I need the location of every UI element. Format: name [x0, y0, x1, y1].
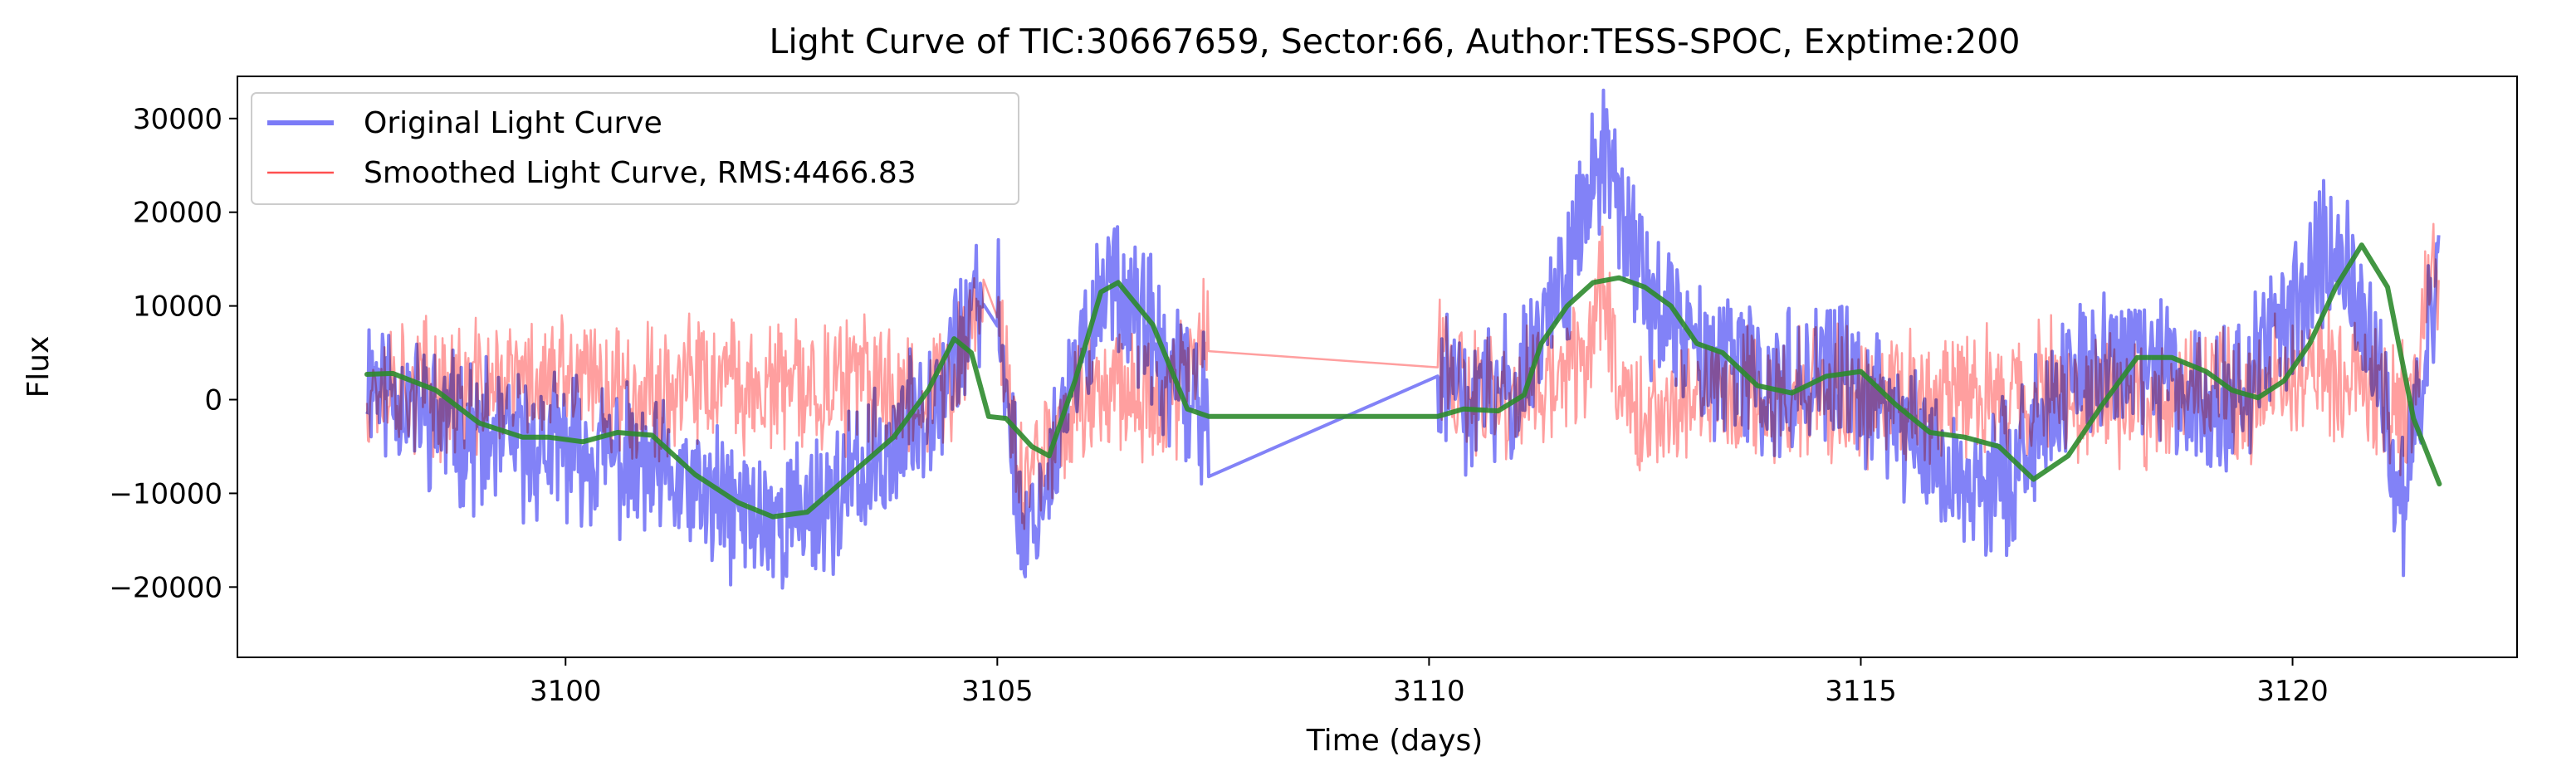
plot-frame: [237, 76, 2518, 658]
y-axis-label: Flux: [22, 336, 56, 398]
series-smoothed-line: [365, 222, 2440, 530]
x-axis-label: Time (days): [1306, 724, 1484, 758]
y-tick-label: 0: [204, 384, 222, 417]
legend: Original Light Curve Smoothed Light Curv…: [251, 92, 1019, 205]
y-tick-label: −20000: [109, 571, 222, 604]
y-tick-label: −10000: [109, 477, 222, 510]
x-tick-label: 3110: [1393, 675, 1465, 708]
legend-box: [251, 92, 1019, 205]
x-tick-label: 3100: [530, 675, 602, 708]
chart-title: Light Curve of TIC:30667659, Sector:66, …: [770, 22, 2021, 61]
legend-label-smoothed: Smoothed Light Curve, RMS:4466.83: [364, 156, 917, 190]
x-axis: 3100 3105 3110 3115 3120: [530, 657, 2329, 708]
series-trend-line: [364, 242, 2442, 520]
x-tick-label: 3115: [1825, 675, 1897, 708]
legend-label-original: Original Light Curve: [364, 106, 662, 140]
y-tick-label: 30000: [133, 103, 222, 136]
series-layer: [364, 88, 2442, 590]
x-tick-label: 3105: [961, 675, 1034, 708]
y-axis: −20000 −10000 0 10000 20000 30000: [109, 103, 237, 604]
series-original-line: [365, 88, 2441, 590]
y-tick-label: 10000: [133, 290, 222, 324]
y-tick-label: 20000: [133, 197, 222, 230]
x-tick-label: 3120: [2256, 675, 2329, 708]
